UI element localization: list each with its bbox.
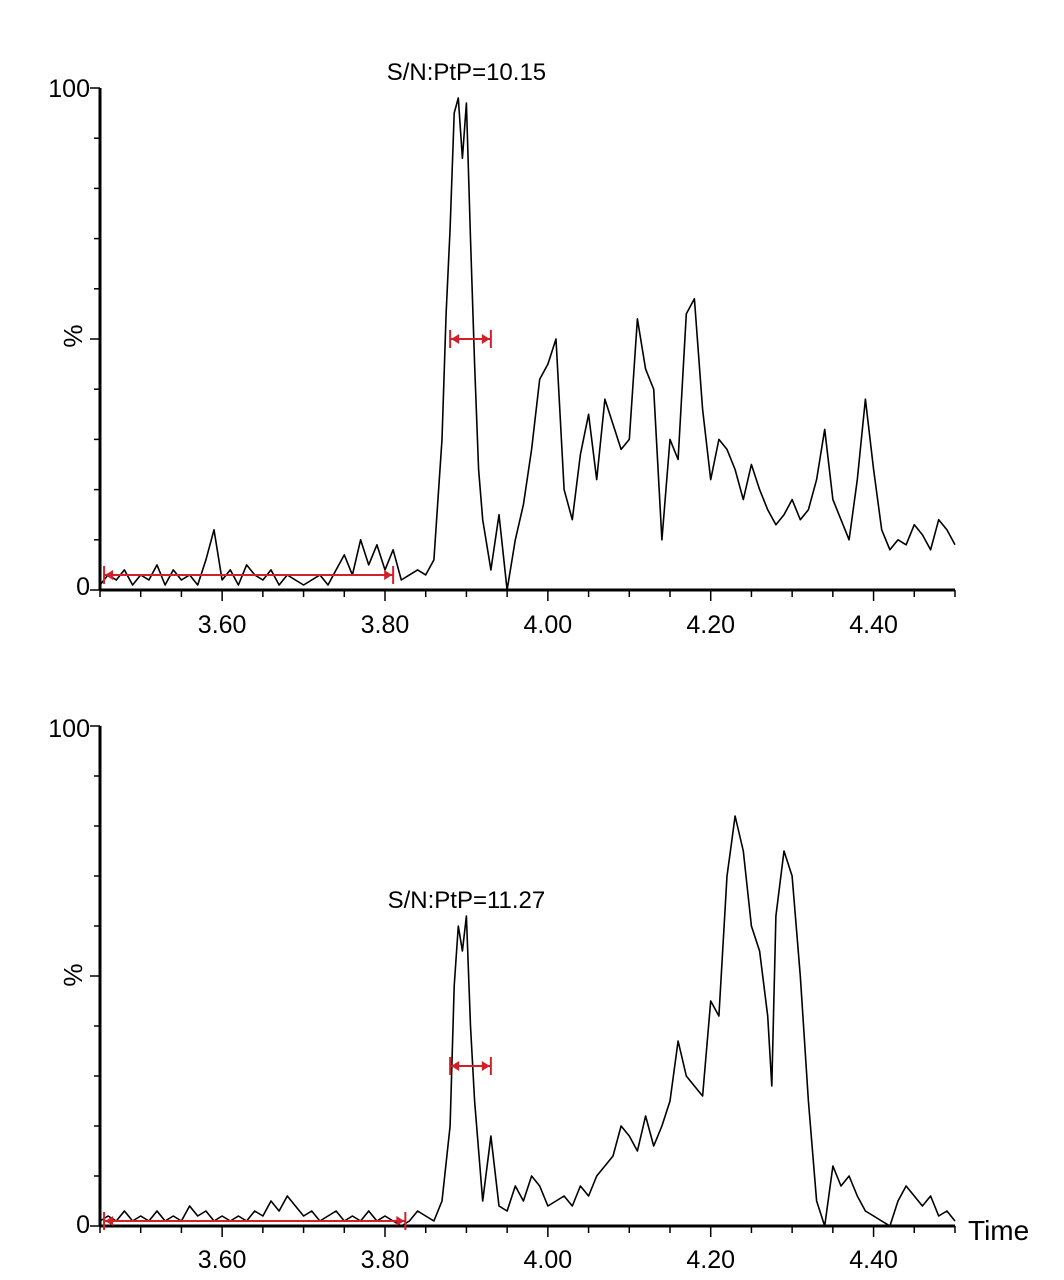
panel-2-xtick-label-3.60: 3.60 xyxy=(198,1246,247,1274)
panel-2-xtick-label-4.00: 4.00 xyxy=(524,1246,573,1274)
chart-panel-1: 100 0 % 3.60 3.80 4.00 4.20 4.40 S/N:PtP… xyxy=(48,59,956,639)
panel-1-x-tick-labels: 3.60 3.80 4.00 4.20 4.40 xyxy=(198,611,898,639)
panel-2-x-axis-label: Time xyxy=(968,1215,1029,1246)
panel-2-ytick-label-0: 0 xyxy=(76,1211,90,1239)
panel-2-x-ticks xyxy=(99,1226,956,1237)
panel-1-xtick-label-4.20: 4.20 xyxy=(686,611,735,639)
chart-panel-2: 100 0 % 3.60 3.80 4.00 4.20 4.40 Time S/… xyxy=(48,715,1029,1274)
p1-noise-region-right-arrow xyxy=(384,569,393,580)
panel-1-xtick-label-3.60: 3.60 xyxy=(198,611,247,639)
p2-noise-region-left-arrow xyxy=(105,1216,114,1226)
panel-2-xtick-label-4.20: 4.20 xyxy=(686,1246,735,1274)
panel-1-y-ticks xyxy=(90,87,100,591)
p2-noise-region-right-arrow xyxy=(396,1216,405,1226)
panel-1-xtick-label-4.00: 4.00 xyxy=(524,611,573,639)
p2-peak-width-right-arrow xyxy=(481,1061,490,1071)
panel-1-y-axis-label: % xyxy=(58,324,88,347)
p1-noise-region-left-arrow xyxy=(105,569,114,580)
panel-1-xtick-label-3.80: 3.80 xyxy=(361,611,410,639)
panel-2-peak-width-marker xyxy=(449,1057,492,1075)
panel-2-ytick-label-100: 100 xyxy=(48,715,90,743)
panel-1-peak-width-marker xyxy=(449,330,492,348)
panel-2-y-axis-label: % xyxy=(58,963,88,986)
panel-2-signal-to-noise-annotation: S/N:PtP=11.27 xyxy=(388,887,546,914)
panel-2-chromatogram-trace xyxy=(99,815,956,1227)
panel-2-x-tick-labels: 3.60 3.80 4.00 4.20 4.40 xyxy=(198,1246,898,1274)
panel-1-xtick-label-4.40: 4.40 xyxy=(849,611,898,639)
panel-1-chromatogram-trace xyxy=(99,97,956,591)
panel-1-x-ticks xyxy=(99,590,956,601)
panel-1-signal-to-noise-annotation: S/N:PtP=10.15 xyxy=(387,59,546,86)
p2-peak-width-left-arrow xyxy=(451,1061,460,1071)
panel-1-ytick-label-100: 100 xyxy=(48,75,90,103)
panel-1-ytick-label-0: 0 xyxy=(76,573,90,601)
panel-2-y-ticks xyxy=(90,725,100,1227)
panel-2-noise-region-marker xyxy=(103,1212,407,1230)
panel-2-xtick-label-3.80: 3.80 xyxy=(361,1246,410,1274)
panel-2-xtick-label-4.40: 4.40 xyxy=(849,1246,898,1274)
p1-peak-width-right-arrow xyxy=(481,334,490,344)
p1-peak-width-left-arrow xyxy=(451,334,460,344)
panel-1-noise-region-marker xyxy=(103,565,395,584)
